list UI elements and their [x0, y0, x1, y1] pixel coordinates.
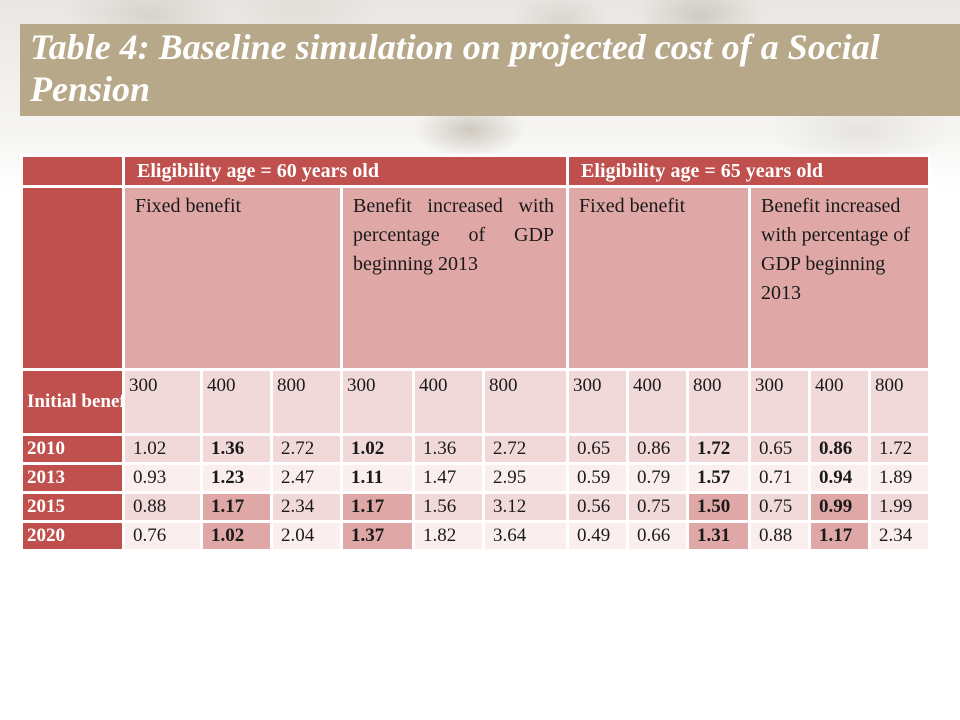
- table-cell: 1.11: [340, 462, 415, 494]
- benefit-level-cell: 800: [481, 368, 570, 436]
- table-cell: 1.36: [200, 433, 273, 465]
- table-cell: 1.72: [868, 433, 932, 465]
- table-cell: 0.93: [122, 462, 203, 494]
- table-cell: 1.02: [340, 433, 415, 465]
- benefit-level-cell: 400: [808, 368, 872, 436]
- table-cell: 1.57: [686, 462, 752, 494]
- table-cell: 2.95: [481, 462, 570, 494]
- table-row: 2013 0.93 1.23 2.47 1.11 1.47 2.95 0.59 0.79 1.57…: [20, 462, 932, 494]
- benefit-level-cell: 800: [270, 368, 343, 436]
- pension-cost-table: Eligibility age = 60 years old Eligibili…: [20, 154, 932, 552]
- sub-header-gdp-60: Benefit increased with percentage of GDP…: [339, 185, 570, 371]
- table-row: 2020 0.76 1.02 2.04 1.37 1.82 3.64 0.49 0.66 1.31…: [20, 520, 932, 552]
- table-cell: 3.64: [481, 520, 570, 552]
- group-header-row: Eligibility age = 60 years old Eligibili…: [20, 154, 932, 188]
- table-cell: 1.17: [340, 491, 415, 523]
- table-cell: 1.17: [808, 520, 872, 552]
- table-cell: 0.75: [626, 491, 690, 523]
- initial-benefits-row: Initial benefits 30040080030040080030040…: [20, 368, 932, 436]
- table-cell: 1.23: [200, 462, 273, 494]
- sub-header-row: Fixed benefit Benefit increased with per…: [20, 185, 932, 371]
- sub-header-gdp-65: Benefit increased with percentage of GDP…: [748, 185, 932, 371]
- row-label-year: 2015: [20, 491, 125, 523]
- benefit-level-cell: 800: [686, 368, 752, 436]
- table-cell: 2.34: [868, 520, 932, 552]
- table-cell: 0.75: [748, 491, 812, 523]
- group-header-age-60: Eligibility age = 60 years old: [121, 154, 570, 188]
- table-cell: 0.99: [808, 491, 872, 523]
- row-label-year: 2010: [20, 433, 125, 465]
- row-label-year: 2013: [20, 462, 125, 494]
- sub-header-fixed-65: Fixed benefit: [566, 185, 752, 371]
- table-cell: 1.47: [412, 462, 485, 494]
- table-cell: 0.88: [122, 491, 203, 523]
- slide-title: Table 4: Baseline simulation on projecte…: [30, 27, 880, 109]
- sub-header-fixed-60: Fixed benefit: [122, 185, 343, 371]
- table-cell: 1.50: [686, 491, 752, 523]
- benefit-level-cell: 300: [122, 368, 203, 436]
- benefit-level-cell: 400: [412, 368, 485, 436]
- title-band: [20, 24, 960, 116]
- table-cell: 0.66: [626, 520, 690, 552]
- table-cell: 1.72: [686, 433, 752, 465]
- table-cell: 1.37: [340, 520, 415, 552]
- table-cell: 0.71: [748, 462, 812, 494]
- table-row: 2010 1.02 1.36 2.72 1.02 1.36 2.72 0.65 0.86 1.72…: [20, 433, 932, 465]
- table-cell: 0.86: [808, 433, 872, 465]
- row-label-initial-benefits: Initial benefits: [20, 368, 125, 436]
- table-cell: 1.02: [122, 433, 203, 465]
- table-cell: 1.82: [412, 520, 485, 552]
- table-cell: 0.49: [566, 520, 630, 552]
- table-cell: 2.04: [270, 520, 343, 552]
- table-cell: 0.79: [626, 462, 690, 494]
- table-cell: 0.76: [122, 520, 203, 552]
- table-cell: 1.36: [412, 433, 485, 465]
- table-cell: 0.88: [748, 520, 812, 552]
- table-cell: 1.02: [200, 520, 273, 552]
- table-cell: 0.56: [566, 491, 630, 523]
- table-cell: 1.17: [200, 491, 273, 523]
- table-cell: 2.34: [270, 491, 343, 523]
- corner-cell: [20, 185, 125, 371]
- benefit-level-cell: 300: [340, 368, 415, 436]
- table-cell: 2.72: [481, 433, 570, 465]
- benefit-level-cell: 800: [868, 368, 932, 436]
- row-label-year: 2020: [20, 520, 125, 552]
- table-cell: 1.31: [686, 520, 752, 552]
- table-cell: 0.94: [808, 462, 872, 494]
- corner-cell: [20, 154, 125, 188]
- table-cell: 0.59: [566, 462, 630, 494]
- table-cell: 2.47: [270, 462, 343, 494]
- table-cell: 0.86: [626, 433, 690, 465]
- benefit-level-cell: 300: [748, 368, 812, 436]
- table-cell: 3.12: [481, 491, 570, 523]
- group-header-age-65: Eligibility age = 65 years old: [566, 154, 932, 188]
- table-cell: 1.56: [412, 491, 485, 523]
- benefit-level-cell: 400: [626, 368, 690, 436]
- table-cell: 2.72: [270, 433, 343, 465]
- table-cell: 0.65: [748, 433, 812, 465]
- table-row: 2015 0.88 1.17 2.34 1.17 1.56 3.12 0.56 0.75 1.50…: [20, 491, 932, 523]
- table-cell: 0.65: [566, 433, 630, 465]
- table-cell: 1.99: [868, 491, 932, 523]
- benefit-level-cell: 400: [200, 368, 273, 436]
- benefit-level-cell: 300: [566, 368, 630, 436]
- table-cell: 1.89: [868, 462, 932, 494]
